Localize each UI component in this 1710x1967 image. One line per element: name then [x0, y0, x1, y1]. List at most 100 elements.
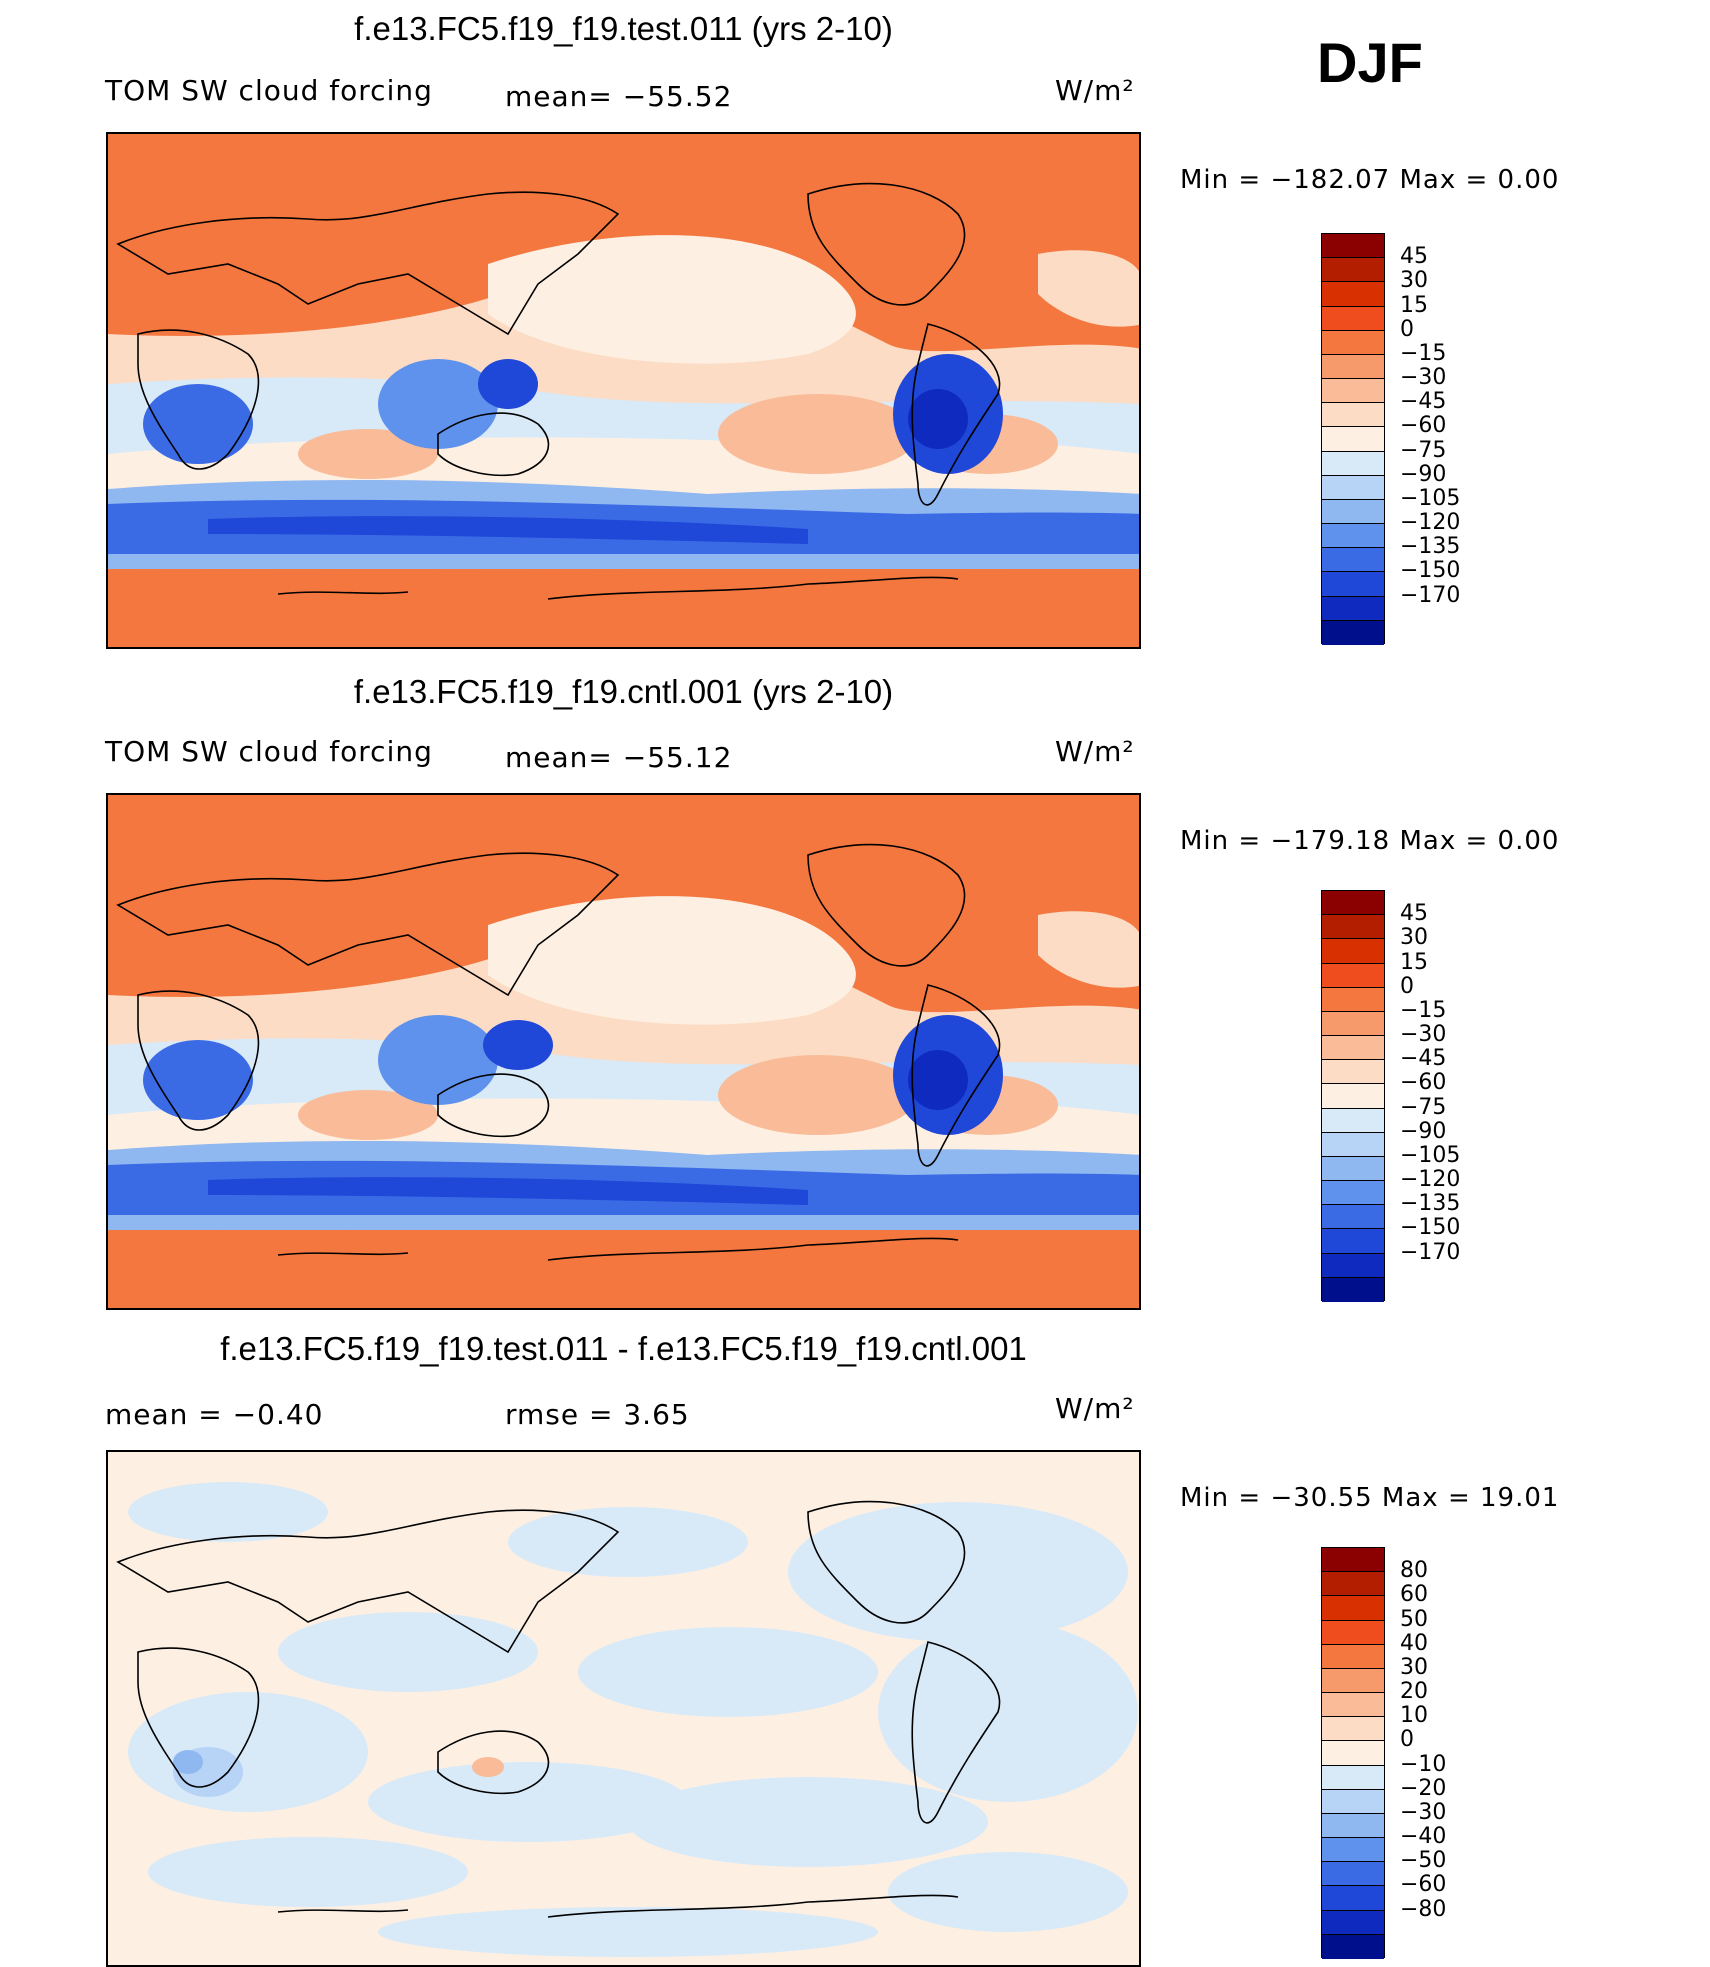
panel3-map	[106, 1450, 1141, 1967]
colorbar-tick-label: 0	[1400, 1727, 1414, 1753]
panel3-colorbar	[1321, 1547, 1385, 1959]
colorbar-tick-label: −150	[1400, 1215, 1461, 1241]
colorbar-tick-label: −80	[1400, 1896, 1447, 1922]
colorbar-swatch	[1322, 1229, 1384, 1254]
panel1-minmax: Min = −182.07 Max = 0.00	[1180, 165, 1560, 195]
colorbar-tick-label: 15	[1400, 949, 1428, 975]
colorbar-tick-label: −50	[1400, 1848, 1447, 1874]
panel2-colorbar	[1321, 890, 1385, 1302]
colorbar-swatch	[1322, 1693, 1384, 1718]
colorbar-swatch	[1322, 963, 1384, 988]
colorbar-tick-label: 10	[1400, 1703, 1428, 1729]
colorbar-tick-label: −15	[1400, 340, 1447, 366]
colorbar-tick-label: 50	[1400, 1606, 1428, 1632]
colorbar-swatch	[1322, 1548, 1384, 1573]
panel3-title: f.e13.FC5.f19_f19.test.011 - f.e13.FC5.f…	[220, 1330, 1027, 1367]
colorbar-swatch	[1322, 1668, 1384, 1694]
colorbar-swatch	[1322, 1132, 1384, 1157]
panel1-variable: TOM SW cloud forcing	[105, 74, 433, 107]
colorbar-tick-label: 0	[1400, 973, 1414, 999]
panel3-minmax: Min = −30.55 Max = 19.01	[1180, 1483, 1560, 1513]
panel2-minmax: Min = −179.18 Max = 0.00	[1180, 826, 1560, 856]
colorbar-swatch	[1322, 1789, 1384, 1814]
colorbar-tick-label: −45	[1400, 1046, 1447, 1072]
colorbar-swatch	[1322, 1910, 1384, 1935]
colorbar-tick-label: 80	[1400, 1558, 1428, 1584]
colorbar-tick-label: −75	[1400, 437, 1447, 463]
panel2-field	[108, 795, 1139, 1308]
colorbar-swatch	[1322, 1886, 1384, 1911]
colorbar-swatch	[1322, 548, 1384, 573]
colorbar-swatch	[1322, 596, 1384, 621]
panel1-units: W/m²	[1055, 74, 1135, 107]
colorbar-swatch	[1322, 1205, 1384, 1230]
colorbar-tick-label: 40	[1400, 1630, 1428, 1656]
colorbar-swatch	[1322, 891, 1384, 916]
colorbar-tick-label: 45	[1400, 901, 1428, 927]
panel1-title: f.e13.FC5.f19_f19.test.011 (yrs 2-10)	[354, 10, 893, 47]
colorbar-tick-label: −60	[1400, 413, 1447, 439]
colorbar-tick-label: 45	[1400, 244, 1428, 270]
colorbar-swatch	[1322, 572, 1384, 597]
panel1-colorbar	[1321, 233, 1385, 645]
colorbar-swatch	[1322, 1277, 1384, 1302]
colorbar-swatch	[1322, 524, 1384, 549]
colorbar-swatch	[1322, 330, 1384, 355]
panel2-map	[106, 793, 1141, 1310]
colorbar-tick-label: −170	[1400, 1239, 1461, 1265]
colorbar-swatch	[1322, 234, 1384, 259]
colorbar-tick-label: −45	[1400, 389, 1447, 415]
colorbar-tick-label: −40	[1400, 1824, 1447, 1850]
colorbar-swatch	[1322, 451, 1384, 476]
colorbar-swatch	[1322, 939, 1384, 964]
colorbar-swatch	[1322, 1572, 1384, 1597]
colorbar-swatch	[1322, 1765, 1384, 1790]
colorbar-swatch	[1322, 403, 1384, 428]
colorbar-swatch	[1322, 620, 1384, 645]
colorbar-tick-label: 30	[1400, 1654, 1428, 1680]
colorbar-tick-label: −20	[1400, 1775, 1447, 1801]
colorbar-swatch	[1322, 1620, 1384, 1645]
colorbar-swatch	[1322, 1813, 1384, 1839]
colorbar-tick-label: 30	[1400, 268, 1428, 294]
colorbar-tick-label: 0	[1400, 316, 1414, 342]
colorbar-tick-label: −30	[1400, 1022, 1447, 1048]
colorbar-swatch	[1322, 1596, 1384, 1621]
panel3-mean: mean = −0.40	[105, 1398, 324, 1431]
colorbar-tick-label: −105	[1400, 485, 1461, 511]
panel2-units: W/m²	[1055, 735, 1135, 768]
colorbar-tick-label: −60	[1400, 1872, 1447, 1898]
colorbar-swatch	[1322, 1181, 1384, 1206]
colorbar-tick-label: −150	[1400, 558, 1461, 584]
colorbar-swatch	[1322, 427, 1384, 452]
colorbar-swatch	[1322, 1741, 1384, 1766]
colorbar-tick-label: −105	[1400, 1142, 1461, 1168]
colorbar-tick-label: −170	[1400, 582, 1461, 608]
colorbar-swatch	[1322, 499, 1384, 525]
colorbar-swatch	[1322, 379, 1384, 404]
colorbar-tick-label: −30	[1400, 1799, 1447, 1825]
colorbar-tick-label: −10	[1400, 1751, 1447, 1777]
colorbar-swatch	[1322, 1060, 1384, 1085]
colorbar-swatch	[1322, 1253, 1384, 1278]
colorbar-tick-label: −120	[1400, 510, 1461, 536]
panel3-field	[108, 1452, 1139, 1965]
panel1-map	[106, 132, 1141, 649]
colorbar-swatch	[1322, 1717, 1384, 1742]
colorbar-swatch	[1322, 354, 1384, 380]
colorbar-swatch	[1322, 475, 1384, 500]
colorbar-swatch	[1322, 282, 1384, 307]
colorbar-swatch	[1322, 1011, 1384, 1037]
colorbar-tick-label: 15	[1400, 292, 1428, 318]
colorbar-swatch	[1322, 1934, 1384, 1959]
panel3-units: W/m²	[1055, 1392, 1135, 1425]
colorbar-tick-label: −75	[1400, 1094, 1447, 1120]
colorbar-swatch	[1322, 1644, 1384, 1669]
colorbar-tick-label: −90	[1400, 1118, 1447, 1144]
panel1-field	[108, 134, 1139, 647]
colorbar-swatch	[1322, 915, 1384, 940]
colorbar-swatch	[1322, 1838, 1384, 1863]
colorbar-tick-label: 30	[1400, 925, 1428, 951]
colorbar-swatch	[1322, 1084, 1384, 1109]
colorbar-swatch	[1322, 258, 1384, 283]
